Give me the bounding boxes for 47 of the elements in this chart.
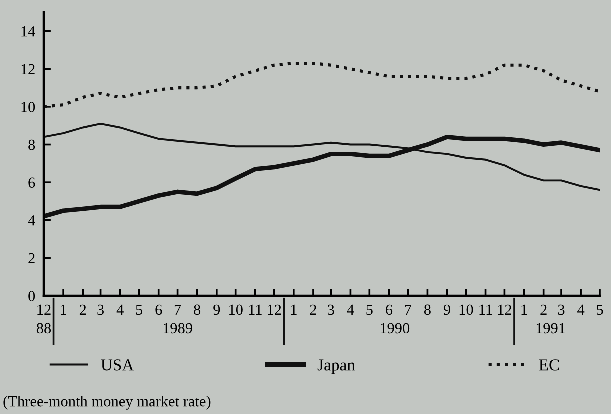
y-tick-label: 10 [22,102,36,112]
x-tick-label: 3 [98,304,104,316]
x-tick-label: 7 [174,304,182,315]
x2-tick-label: 1990 [380,323,410,334]
x-tick-label: 9 [444,304,450,316]
legend-label: EC [539,360,560,371]
x-tick-label: 11 [249,304,262,315]
x-tick-label: 8 [194,304,201,316]
x-tick-label: 11 [480,304,492,315]
x-tick-label: 10 [230,304,243,316]
y-tick-label: 2 [28,253,35,264]
x-tick-label: 10 [460,304,474,316]
y-tick-label: 6 [28,178,36,188]
x-tick-label: 1 [61,304,66,315]
x-tick-label: 5 [136,304,143,316]
x-tick-label: 12 [268,304,282,315]
x2-tick-label: 1989 [164,323,192,334]
x-tick-label: 8 [424,304,431,316]
x-tick-label: 5 [366,304,373,316]
x-tick-label: 2 [310,304,316,315]
x-tick-label: 1 [291,304,297,315]
x-tick-label: 4 [578,304,585,315]
x2-tick-label: 88 [36,323,52,334]
x-tick-label: 6 [386,304,393,316]
x-tick-label: 4 [347,304,354,315]
y-tick-label: 14 [22,26,36,37]
x-tick-label: 7 [405,304,412,315]
x-tick-label: 4 [116,304,124,315]
x-tick-label: 3 [558,304,565,316]
x-tick-label: 6 [156,304,162,316]
y-tick-label: 12 [22,64,35,74]
line-series [44,62,600,108]
y-tick-label: 8 [28,140,36,150]
x2-tick-label: 1991 [536,323,566,334]
x-tick-label: 12 [38,304,51,315]
x-tick-label: 2 [540,304,547,315]
y-tick-label: 4 [28,216,36,226]
x-tick-label: 5 [597,304,604,316]
x-tick-label: 12 [498,304,512,315]
x-tick-label: 9 [214,304,220,316]
legend-label: USA [101,360,134,371]
legend-label: Japan [318,360,356,374]
text: (Three-month money market rate) [4,396,211,410]
x-tick-label: 1 [522,304,528,315]
x-tick-label: 3 [328,304,334,316]
x-tick-label: 2 [80,304,86,315]
y-tick-label: 0 [28,291,36,302]
